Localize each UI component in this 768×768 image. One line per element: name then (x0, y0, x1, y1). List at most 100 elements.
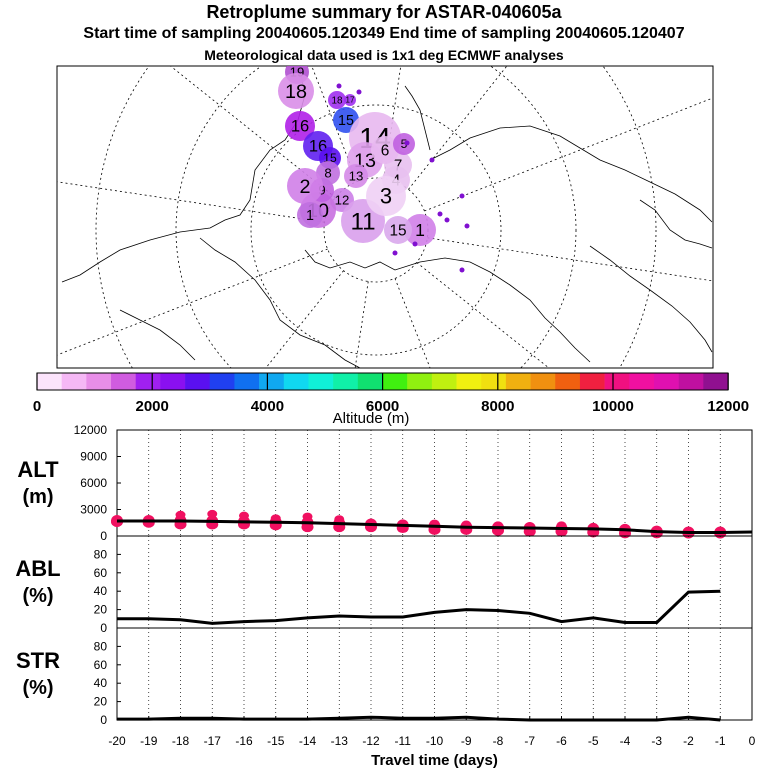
x-axis-label: Travel time (days) (371, 752, 498, 768)
x-tick-label: -12 (362, 734, 380, 748)
colorbar-swatch (283, 373, 309, 390)
colorbar-swatch (333, 373, 359, 390)
plume-cluster: 1 (297, 202, 323, 228)
latitude-circle-60 (175, 66, 577, 368)
colorbar-label: Altitude (m) (333, 410, 410, 427)
colorbar-swatch (481, 373, 507, 390)
colorbar-swatch (209, 373, 235, 390)
plume-cluster-circle (344, 94, 356, 106)
plume-age-label: 18 (332, 95, 343, 106)
coast-greenland (404, 85, 431, 151)
x-tick-label: -10 (426, 734, 444, 748)
colorbar-tick-label: 8000 (481, 398, 514, 415)
meridian-line (57, 181, 325, 223)
plume-particle (429, 157, 435, 163)
coast-alaska (639, 199, 713, 249)
y-tick-label: 20 (94, 695, 108, 709)
plume-particle (404, 140, 410, 146)
map-frame (56, 65, 714, 369)
y-tick-label: 12000 (74, 423, 108, 437)
plume-particle (459, 267, 465, 273)
colorbar-tick-label: 2000 (136, 398, 169, 415)
plume-cluster: 13 (344, 164, 368, 188)
colorbar-swatch (530, 373, 556, 390)
y-tick-label: 0 (100, 621, 107, 635)
latitude-circle-70 (250, 104, 502, 356)
colorbar-swatch (456, 373, 482, 390)
colorbar-swatch (357, 373, 383, 390)
x-tick-label: 0 (749, 734, 756, 748)
plume-age-label: 16 (291, 118, 309, 136)
plume-age-label: 3 (380, 184, 392, 209)
colorbar-swatch (160, 373, 186, 390)
panel-abl: 80 60 40 20 0 ABL (%) (15, 535, 753, 635)
y-tick-label: 80 (94, 547, 108, 561)
colorbar-swatch (308, 373, 334, 390)
colorbar-swatch (407, 373, 433, 390)
panel-ylabel: (%) (22, 585, 53, 607)
panel-ylabel: STR (16, 648, 60, 673)
plume-cluster: 8 (316, 161, 340, 185)
meridian-line (57, 248, 328, 356)
plume-cluster: 5 (393, 133, 415, 155)
x-tick-label: -5 (588, 734, 599, 748)
x-tick-label: -6 (556, 734, 567, 748)
colorbar-tick-label: 10000 (592, 398, 634, 415)
plume-cluster: 17 (344, 94, 356, 106)
colorbar-swatch (431, 373, 457, 390)
meridian-line (408, 66, 508, 190)
x-tick-label: -17 (204, 734, 222, 748)
plume-particle (356, 89, 362, 95)
colorbar-swatch (604, 373, 630, 390)
meridian-line (424, 97, 713, 212)
latitude-circle-50 (95, 66, 657, 368)
coast-siberia (429, 125, 713, 223)
y-tick-label: 3000 (80, 503, 107, 517)
colorbar-swatch (234, 373, 260, 390)
plume-age-label: 1 (415, 220, 425, 240)
y-tick-label: 0 (100, 713, 107, 727)
plume-age-label: 15 (338, 113, 354, 129)
coast-great-lakes (119, 309, 196, 361)
colorbar-tick-label: 6000 (366, 398, 399, 415)
coast-east-asia (589, 245, 713, 353)
y-tick-label: 40 (94, 676, 108, 690)
colorbar-swatch (86, 373, 112, 390)
plume-age-label: 15 (389, 222, 406, 239)
plume-cluster-circle (297, 202, 323, 228)
plume-cluster: 15 (384, 216, 412, 244)
plume-cluster: 6 (371, 136, 399, 164)
meridian-line (169, 66, 336, 198)
coast-hudson (199, 237, 361, 368)
x-tick-label: -18 (172, 734, 190, 748)
retroplume-clusters: 1918181716161515141313121110987654321115 (278, 66, 470, 273)
plume-cluster-circle (287, 168, 323, 204)
meridian-line (265, 270, 344, 368)
x-tick-label: -2 (683, 734, 694, 748)
plume-particle (412, 241, 418, 247)
y-tick-label: 9000 (80, 450, 107, 464)
colorbar-swatch (37, 373, 62, 390)
x-tick-label: -4 (620, 734, 631, 748)
colorbar-swatch (579, 373, 605, 390)
meridian-line (354, 281, 369, 368)
map-panel: 1918181716161515141313121110987654321115 (56, 65, 714, 369)
colorbar-swatch (259, 373, 285, 390)
plume-cluster-circle (384, 216, 412, 244)
colorbar-tick-label: 4000 (251, 398, 284, 415)
panel-frame (116, 535, 753, 629)
meridian-line (416, 262, 550, 368)
plume-cluster: 1 (404, 214, 436, 246)
x-tick-label: -8 (493, 734, 504, 748)
plume-age-label: 13 (349, 169, 364, 184)
plume-age-label: 11 (350, 208, 375, 235)
colorbar-swatch (703, 373, 729, 390)
plume-cluster-circle (344, 164, 368, 188)
plume-age-label: 8 (324, 166, 331, 181)
colorbar-swatch (678, 373, 704, 390)
colorbar-swatch (111, 373, 137, 390)
altitude-mean-line (117, 519, 753, 534)
colorbar-swatch (185, 373, 211, 390)
plume-cluster: 18 (328, 91, 346, 109)
